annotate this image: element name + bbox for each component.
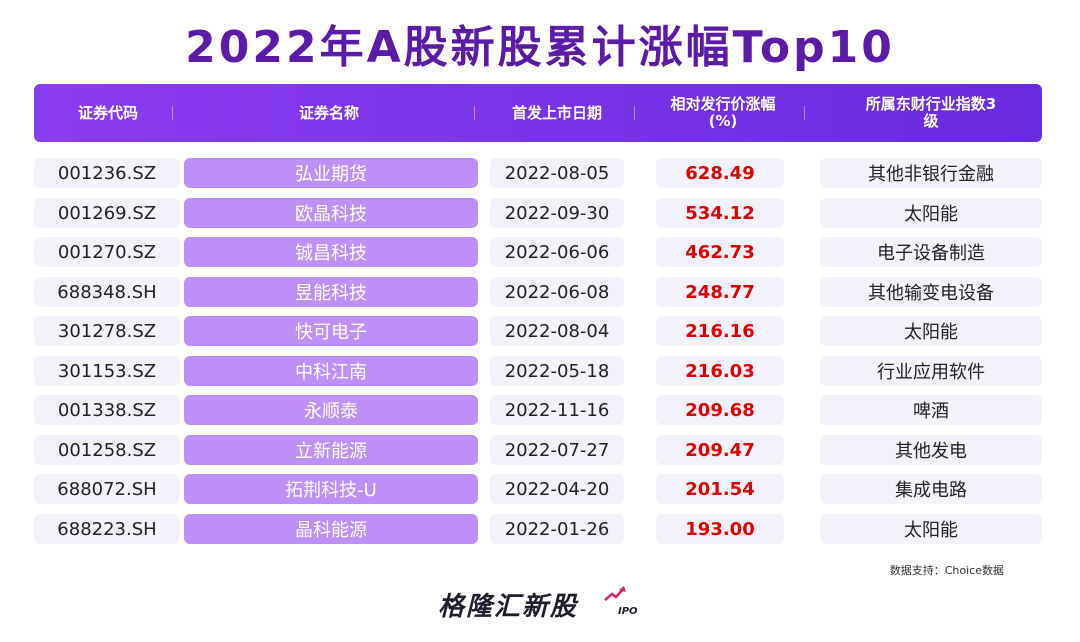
name-cell: 快可电子: [184, 316, 478, 346]
industry-cell: 行业应用软件: [820, 356, 1042, 386]
pct-cell: 201.54: [656, 474, 784, 504]
header-divider: [172, 106, 173, 120]
table-row: 001338.SZ 永顺泰 2022-11-16 209.68 啤酒: [0, 395, 1080, 425]
header-date: 首发上市日期: [511, 103, 602, 122]
name-cell: 弘业期货: [184, 158, 478, 188]
header-industry: 所属东财行业指数3级: [865, 95, 997, 130]
code-cell: 688072.SH: [34, 474, 180, 504]
code-cell: 001258.SZ: [34, 435, 180, 465]
header-code: 证券代码: [77, 103, 138, 122]
trend-arrow-icon: [604, 586, 626, 601]
page-title: 2022年A股新股累计涨幅Top10: [185, 22, 895, 73]
code-cell: 688223.SH: [34, 514, 180, 544]
name-cell: 中科江南: [184, 356, 478, 386]
pct-cell: 248.77: [656, 277, 784, 307]
name-cell: 永顺泰: [184, 395, 478, 425]
code-cell: 001338.SZ: [34, 395, 180, 425]
industry-cell: 太阳能: [820, 198, 1042, 228]
industry-cell: 太阳能: [820, 514, 1042, 544]
name-cell: 拓荆科技-U: [184, 474, 478, 504]
brand-sub: IPO: [618, 606, 638, 617]
industry-cell: 其他输变电设备: [820, 277, 1042, 307]
date-cell: 2022-06-06: [490, 237, 624, 267]
date-cell: 2022-08-04: [490, 316, 624, 346]
header-pct: 相对发行价涨幅(%): [670, 95, 776, 130]
name-cell: 晶科能源: [184, 514, 478, 544]
brand-logo: 格隆汇新股: [438, 592, 579, 622]
pct-cell: 216.16: [656, 316, 784, 346]
table-row: 688223.SH 晶科能源 2022-01-26 193.00 太阳能: [0, 514, 1080, 544]
table-row: 001270.SZ 铖昌科技 2022-06-06 462.73 电子设备制造: [0, 237, 1080, 267]
name-cell: 昱能科技: [184, 277, 478, 307]
pct-cell: 209.68: [656, 395, 784, 425]
table-row: 688072.SH 拓荆科技-U 2022-04-20 201.54 集成电路: [0, 474, 1080, 504]
date-cell: 2022-01-26: [490, 514, 624, 544]
pct-cell: 193.00: [656, 514, 784, 544]
industry-cell: 太阳能: [820, 316, 1042, 346]
table-row: 301278.SZ 快可电子 2022-08-04 216.16 太阳能: [0, 316, 1080, 346]
pct-cell: 462.73: [656, 237, 784, 267]
header-divider: [474, 106, 475, 120]
pct-cell: 216.03: [656, 356, 784, 386]
table-row: 001236.SZ 弘业期货 2022-08-05 628.49 其他非银行金融: [0, 158, 1080, 188]
header-divider: [634, 106, 635, 120]
table-row: 001269.SZ 欧晶科技 2022-09-30 534.12 太阳能: [0, 198, 1080, 228]
pct-cell: 534.12: [656, 198, 784, 228]
pct-cell: 628.49: [656, 158, 784, 188]
industry-cell: 啤酒: [820, 395, 1042, 425]
date-cell: 2022-04-20: [490, 474, 624, 504]
header-name: 证券名称: [298, 103, 359, 122]
name-cell: 铖昌科技: [184, 237, 478, 267]
code-cell: 301153.SZ: [34, 356, 180, 386]
date-cell: 2022-09-30: [490, 198, 624, 228]
industry-cell: 电子设备制造: [820, 237, 1042, 267]
header-divider: [804, 106, 805, 120]
industry-cell: 其他发电: [820, 435, 1042, 465]
code-cell: 001236.SZ: [34, 158, 180, 188]
date-cell: 2022-05-18: [490, 356, 624, 386]
date-cell: 2022-08-05: [490, 158, 624, 188]
name-cell: 立新能源: [184, 435, 478, 465]
code-cell: 001270.SZ: [34, 237, 180, 267]
code-cell: 301278.SZ: [34, 316, 180, 346]
table-header: 证券代码 证券名称 首发上市日期 相对发行价涨幅(%) 所属东财行业指数3级: [34, 84, 1042, 142]
pct-cell: 209.47: [656, 435, 784, 465]
table-row: 001258.SZ 立新能源 2022-07-27 209.47 其他发电: [0, 435, 1080, 465]
table-row: 688348.SH 昱能科技 2022-06-08 248.77 其他输变电设备: [0, 277, 1080, 307]
data-source: 数据支持：Choice数据: [889, 564, 1004, 577]
date-cell: 2022-06-08: [490, 277, 624, 307]
industry-cell: 其他非银行金融: [820, 158, 1042, 188]
code-cell: 688348.SH: [34, 277, 180, 307]
industry-cell: 集成电路: [820, 474, 1042, 504]
name-cell: 欧晶科技: [184, 198, 478, 228]
code-cell: 001269.SZ: [34, 198, 180, 228]
table-row: 301153.SZ 中科江南 2022-05-18 216.03 行业应用软件: [0, 356, 1080, 386]
date-cell: 2022-07-27: [490, 435, 624, 465]
date-cell: 2022-11-16: [490, 395, 624, 425]
